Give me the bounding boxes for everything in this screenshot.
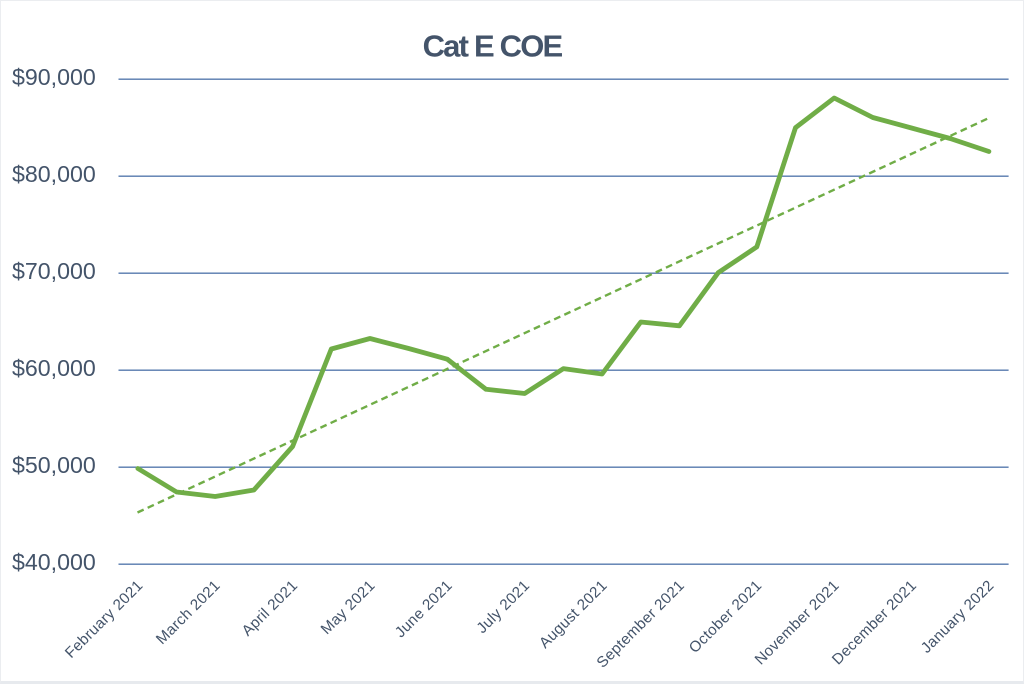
svg-text:$60,000: $60,000 (12, 355, 96, 381)
svg-text:$50,000: $50,000 (12, 452, 96, 478)
svg-text:March 2021: March 2021 (153, 577, 224, 648)
svg-text:$80,000: $80,000 (12, 161, 96, 187)
svg-text:$90,000: $90,000 (12, 64, 96, 90)
svg-text:November 2021: November 2021 (752, 577, 843, 668)
svg-text:July 2021: July 2021 (473, 577, 533, 637)
svg-text:August 2021: August 2021 (536, 577, 611, 652)
svg-text:May 2021: May 2021 (318, 577, 379, 638)
svg-text:December 2021: December 2021 (829, 577, 920, 668)
svg-text:January 2022: January 2022 (918, 577, 998, 657)
svg-text:April 2021: April 2021 (239, 577, 302, 640)
svg-text:Cat E COE: Cat E COE (423, 28, 563, 63)
svg-text:June 2021: June 2021 (392, 577, 456, 641)
svg-text:$70,000: $70,000 (12, 258, 96, 284)
svg-text:October 2021: October 2021 (686, 577, 766, 657)
svg-text:February 2021: February 2021 (62, 577, 147, 662)
svg-text:$40,000: $40,000 (12, 549, 96, 575)
